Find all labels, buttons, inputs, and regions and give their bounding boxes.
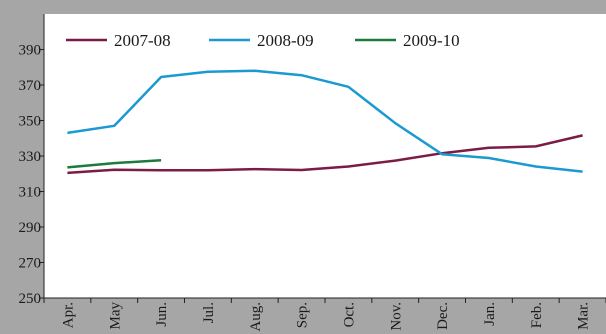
y-tick-label: 370 bbox=[19, 78, 42, 94]
x-tick-label: Aug. bbox=[248, 302, 264, 332]
series-line-2009-10 bbox=[67, 159, 162, 169]
y-tick-label: 250 bbox=[19, 291, 42, 307]
x-tick-label: Feb. bbox=[529, 302, 545, 328]
legend: 2007-08 2008-09 2009-10 bbox=[66, 31, 460, 50]
series-line-2007-08 bbox=[67, 134, 583, 175]
series-line-2008-09 bbox=[67, 69, 583, 173]
y-tick-label: 330 bbox=[19, 149, 42, 165]
x-tick-label: Apr. bbox=[60, 302, 76, 328]
y-tick-label: 270 bbox=[19, 256, 42, 272]
series-group bbox=[67, 69, 583, 175]
x-tick-label: Jan. bbox=[482, 302, 498, 326]
x-tick-label: Nov. bbox=[388, 302, 404, 331]
x-tick-label: Sep. bbox=[295, 302, 311, 328]
x-tick-label: Jun. bbox=[154, 302, 170, 327]
legend-label-2008-09: 2008-09 bbox=[257, 31, 314, 50]
plot-area bbox=[44, 14, 606, 298]
legend-label-2007-08: 2007-08 bbox=[114, 31, 171, 50]
x-tick-label: May bbox=[107, 302, 123, 330]
y-tick-label: 290 bbox=[19, 220, 42, 236]
y-axis: 250 270 290 310 330 350 370 390 bbox=[19, 14, 45, 307]
x-tick-label: Jul. bbox=[201, 302, 217, 323]
legend-label-2009-10: 2009-10 bbox=[403, 31, 460, 50]
x-tick-label: Mar. bbox=[576, 302, 592, 330]
y-tick-label: 390 bbox=[19, 43, 42, 59]
x-tick-label: Dec. bbox=[435, 302, 451, 330]
x-axis: Apr. May Jun. Jul. Aug. Sep. Oct. Nov. Dec. Jan. F… bbox=[43, 297, 606, 332]
x-tick-label: Oct. bbox=[341, 302, 357, 327]
y-tick-label: 310 bbox=[19, 185, 42, 201]
y-tick-label: 350 bbox=[19, 114, 42, 130]
